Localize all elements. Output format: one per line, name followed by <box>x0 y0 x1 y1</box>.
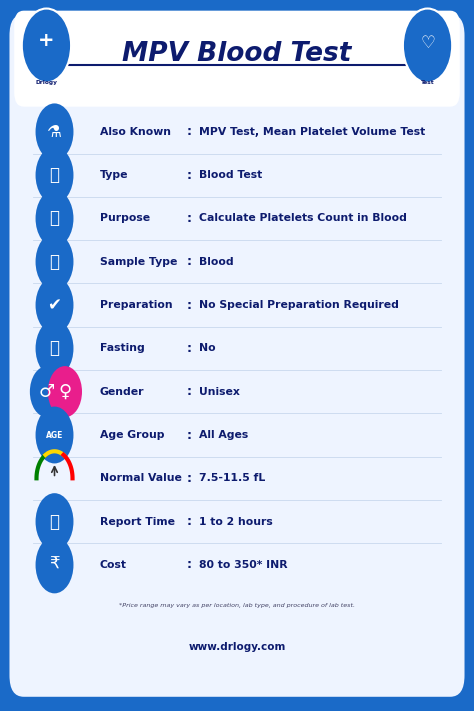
Text: 🕐: 🕐 <box>49 513 60 530</box>
Text: Calculate Platelets Count in Blood: Calculate Platelets Count in Blood <box>199 213 407 223</box>
Text: Report Time: Report Time <box>100 517 174 527</box>
Text: +: + <box>38 31 55 50</box>
Text: :: : <box>187 125 192 139</box>
Text: ♂: ♂ <box>39 383 55 401</box>
Text: Preparation: Preparation <box>100 300 172 310</box>
Text: Fasting: Fasting <box>100 343 144 353</box>
Text: Gender: Gender <box>100 387 144 397</box>
Circle shape <box>36 407 73 464</box>
Text: Unisex: Unisex <box>199 387 240 397</box>
Circle shape <box>36 146 73 203</box>
Text: :: : <box>187 515 192 528</box>
Text: Blood: Blood <box>199 257 234 267</box>
Text: 1 to 2 hours: 1 to 2 hours <box>199 517 273 527</box>
Circle shape <box>48 366 82 417</box>
Text: :: : <box>187 429 192 442</box>
Text: :: : <box>187 255 192 268</box>
Text: *Price range may vary as per location, lab type, and procedure of lab test.: *Price range may vary as per location, l… <box>119 603 355 609</box>
Text: MPV Test, Mean Platelet Volume Test: MPV Test, Mean Platelet Volume Test <box>199 127 425 137</box>
FancyBboxPatch shape <box>14 11 460 107</box>
Text: :: : <box>187 558 192 572</box>
Text: Normal Value: Normal Value <box>100 474 182 483</box>
Text: ✔: ✔ <box>47 296 62 314</box>
Circle shape <box>36 190 73 247</box>
Circle shape <box>36 493 73 550</box>
Text: 💡: 💡 <box>49 210 60 228</box>
Text: No: No <box>199 343 216 353</box>
Circle shape <box>36 233 73 290</box>
Text: Age Group: Age Group <box>100 430 164 440</box>
Text: :: : <box>187 385 192 398</box>
Text: MPV Blood Test: MPV Blood Test <box>122 41 352 67</box>
Circle shape <box>30 366 64 417</box>
Text: Drlogy: Drlogy <box>36 80 57 85</box>
Text: 80 to 350* INR: 80 to 350* INR <box>199 560 288 570</box>
Text: www.drlogy.com: www.drlogy.com <box>188 642 286 652</box>
Text: :: : <box>187 169 192 182</box>
Text: Purpose: Purpose <box>100 213 150 223</box>
Text: ⚗: ⚗ <box>47 123 62 141</box>
Text: No Special Preparation Required: No Special Preparation Required <box>199 300 399 310</box>
Text: :: : <box>187 342 192 355</box>
Text: Type: Type <box>100 170 128 180</box>
Circle shape <box>36 277 73 333</box>
Text: Also Known: Also Known <box>100 127 171 137</box>
Text: Blood Test: Blood Test <box>199 170 262 180</box>
Circle shape <box>36 537 73 594</box>
Text: :: : <box>187 299 192 311</box>
Text: 🔬: 🔬 <box>49 166 60 184</box>
Text: AGE: AGE <box>46 430 63 439</box>
Text: 🍴: 🍴 <box>49 339 60 358</box>
Circle shape <box>36 103 73 160</box>
Text: ♀: ♀ <box>58 383 72 401</box>
Text: Cost: Cost <box>100 560 127 570</box>
Text: Test: Test <box>421 80 434 85</box>
Text: 7.5-11.5 fL: 7.5-11.5 fL <box>199 474 265 483</box>
Circle shape <box>403 9 452 82</box>
Circle shape <box>36 320 73 377</box>
Circle shape <box>22 9 71 82</box>
Text: Sample Type: Sample Type <box>100 257 177 267</box>
Text: All Ages: All Ages <box>199 430 248 440</box>
FancyBboxPatch shape <box>9 14 465 697</box>
Text: :: : <box>187 472 192 485</box>
Text: :: : <box>187 212 192 225</box>
Text: ♡: ♡ <box>420 33 435 52</box>
Text: 🧪: 🧪 <box>49 253 60 271</box>
Text: ₹: ₹ <box>49 556 60 574</box>
